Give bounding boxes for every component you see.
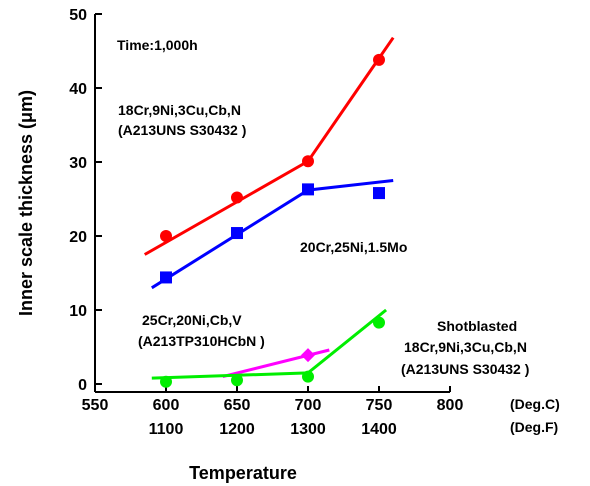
- x-tick-label-fahrenheit: 1300: [290, 421, 326, 438]
- y-axis-title: Inner scale thickness (μm): [16, 90, 36, 316]
- data-point: [160, 375, 172, 388]
- annotation-time: Time:1,000h: [117, 37, 198, 53]
- annotation-magenta-line1: 25Cr,20Ni,Cb,V: [142, 312, 242, 328]
- data-point: [231, 374, 243, 387]
- y-tick-label: 30: [69, 155, 87, 172]
- x-tick-label-fahrenheit: 1100: [149, 421, 184, 438]
- x-axis-title: Temperature: [189, 463, 297, 483]
- y-tick-label: 0: [78, 377, 87, 394]
- y-tick-label: 40: [69, 81, 87, 98]
- annotation-blue-line1: 20Cr,25Ni,1.5Mo: [300, 239, 407, 255]
- data-point: [160, 230, 172, 242]
- x-tick-label: 650: [224, 397, 251, 414]
- annotation-green-line1: Shotblasted: [437, 318, 517, 334]
- x-unit-fahrenheit: (Deg.F): [510, 419, 558, 435]
- data-point: [302, 370, 314, 383]
- x-tick-labels-fahrenheit: 1100 1200 1300 1400: [149, 421, 397, 438]
- x-unit-celsius: (Deg.C): [510, 396, 560, 412]
- x-tick-label-fahrenheit: 1200: [219, 421, 255, 438]
- y-tick-label: 10: [69, 303, 87, 320]
- series-fit-line: [151, 179, 394, 290]
- data-point: [231, 191, 243, 204]
- data-point: [302, 155, 314, 168]
- data-point: [373, 187, 385, 200]
- y-tick-label: 20: [69, 229, 87, 246]
- plot-axes: [94, 14, 450, 393]
- annotation-green-line3: (A213UNS S30432 ): [401, 361, 529, 377]
- y-tick-label: 50: [69, 7, 87, 24]
- data-point: [373, 53, 385, 66]
- x-tick-label: 700: [295, 397, 322, 414]
- y-tick-labels: 0 10 20 30 40 50: [69, 7, 102, 394]
- data-markers: [160, 53, 385, 388]
- x-tick-label: 750: [366, 397, 393, 414]
- series-fit-line: [143, 36, 395, 256]
- x-tick-label-fahrenheit: 1400: [361, 421, 397, 438]
- data-point: [231, 227, 243, 240]
- data-point: [373, 316, 385, 329]
- x-tick-labels: 550 600 650 700 750 800: [82, 386, 464, 414]
- data-point: [160, 271, 172, 284]
- annotation-red-line2: (A213UNS S30432 ): [118, 122, 246, 138]
- annotation-green-line2: 18Cr,9Ni,3Cu,Cb,N: [404, 339, 527, 355]
- x-tick-label: 600: [153, 397, 180, 414]
- annotation-magenta-line2: (A213TP310HCbN ): [138, 333, 265, 349]
- annotation-red-line1: 18Cr,9Ni,3Cu,Cb,N: [118, 102, 241, 118]
- data-point: [302, 183, 314, 196]
- x-tick-label: 550: [82, 397, 109, 414]
- data-point: [301, 348, 315, 363]
- x-tick-label: 800: [437, 397, 464, 414]
